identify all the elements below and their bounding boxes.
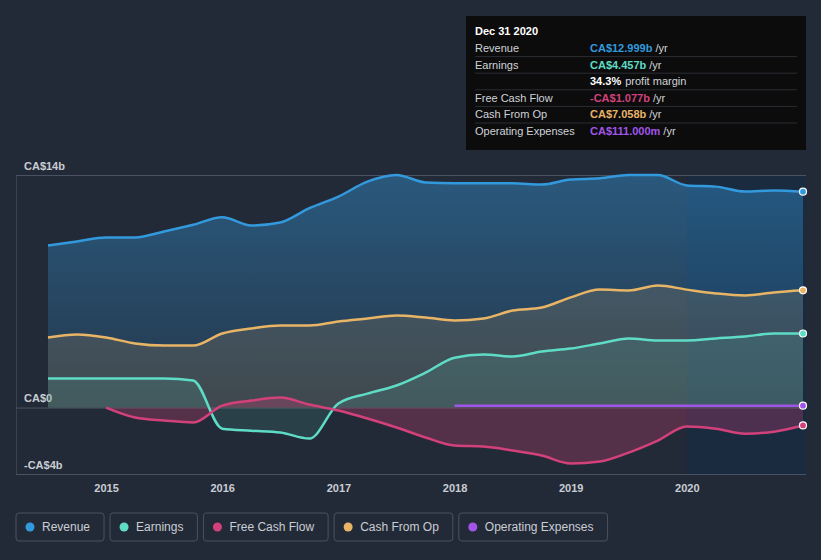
tooltip-unit: /yr — [649, 59, 662, 71]
y-tick-label: CA$0 — [24, 392, 52, 404]
tooltip-value-text: CA$7.058b — [590, 108, 647, 120]
chart: -CA$4b CA$0 CA$14b 2015 2016 2017 2018 2019 2020… — [0, 0, 821, 560]
x-tick-label: 2016 — [210, 482, 234, 494]
line — [48, 175, 803, 245]
tooltip-value-text: CA$111.000m — [590, 125, 661, 137]
legend-label: Revenue — [42, 520, 90, 534]
legend-item[interactable]: Free Cash Flow — [203, 513, 328, 541]
tooltip-separator — [475, 89, 797, 90]
tooltip-label: Earnings — [475, 59, 519, 71]
x-tick: 2019 — [559, 474, 583, 494]
grid-line — [16, 474, 806, 475]
tooltip-label: Operating Expenses — [475, 125, 575, 137]
end-marker — [800, 402, 807, 409]
tooltip-label: Cash From Op — [475, 108, 547, 120]
x-tick-label: 2015 — [94, 482, 118, 494]
line — [48, 285, 803, 345]
tooltip-label: Revenue — [475, 42, 519, 54]
tooltip-value: CA$12.999b/yr — [590, 42, 668, 54]
x-tick: 2020 — [675, 474, 699, 494]
x-tick-label: 2018 — [443, 482, 467, 494]
tooltip-value: CA$4.457b/yr — [590, 59, 662, 71]
legend-label: Cash From Op — [360, 520, 439, 534]
y-axis-line — [16, 176, 17, 475]
legend-button[interactable] — [16, 513, 104, 541]
legend-item[interactable]: Cash From Op — [334, 513, 453, 541]
line — [48, 333, 803, 438]
x-tick-label: 2019 — [559, 482, 583, 494]
tooltip: Dec 31 2020 Revenue CA$12.999b/yr Earnings C… — [466, 16, 806, 150]
line — [455, 404, 803, 407]
tooltip-value-text: CA$4.457b — [590, 59, 647, 71]
y-axis: -CA$4b CA$0 CA$14b — [16, 160, 806, 475]
x-tick: 2018 — [443, 474, 467, 494]
x-tick: 2016 — [210, 474, 234, 494]
legend-label: Free Cash Flow — [229, 520, 314, 534]
legend-item[interactable]: Operating Expenses — [459, 513, 608, 541]
tooltip-value-text: 34.3% — [590, 75, 621, 87]
legend: Revenue Earnings Free Cash Flow Cash From O… — [16, 513, 608, 541]
tooltip-value: CA$111.000m/yr — [590, 125, 676, 137]
plot-area — [48, 175, 807, 464]
y-tick: -CA$4b — [16, 459, 806, 475]
legend-swatch — [344, 523, 353, 532]
tooltip-separator — [475, 56, 797, 57]
tooltip-unit: /yr — [653, 92, 666, 104]
end-marker — [800, 188, 807, 195]
x-tick-label: 2017 — [327, 482, 351, 494]
tooltip-separator — [475, 123, 797, 124]
legend-button[interactable] — [459, 513, 608, 541]
tooltip-separator — [475, 106, 797, 107]
x-tick-label: 2020 — [675, 482, 699, 494]
legend-button[interactable] — [110, 513, 197, 541]
end-marker — [800, 422, 807, 429]
legend-swatch — [120, 523, 129, 532]
tooltip-label: profit margin — [625, 75, 686, 87]
tooltip-unit: /yr — [649, 108, 662, 120]
end-marker — [800, 330, 807, 337]
end-marker — [800, 287, 807, 294]
legend-swatch — [468, 523, 477, 532]
tooltip-label: Free Cash Flow — [475, 92, 553, 104]
legend-button[interactable] — [203, 513, 328, 541]
y-tick-label: CA$14b — [24, 160, 65, 172]
x-axis-line — [49, 474, 804, 475]
legend-button[interactable] — [334, 513, 453, 541]
legend-item[interactable]: Revenue — [16, 513, 104, 541]
area — [106, 398, 803, 464]
x-tick: 2017 — [327, 474, 351, 494]
tooltip-unit: /yr — [663, 125, 676, 137]
x-axis: 2015 2016 2017 2018 2019 2020 — [49, 474, 804, 494]
tooltip-value: -CA$1.077b/yr — [590, 92, 665, 104]
legend-swatch — [213, 523, 222, 532]
tooltip-separator — [475, 73, 797, 74]
y-tick-label: -CA$4b — [24, 459, 63, 471]
grid-line — [16, 175, 806, 176]
legend-item[interactable]: Earnings — [110, 513, 197, 541]
tooltip-unit: /yr — [655, 42, 668, 54]
tooltip-value: CA$7.058b/yr — [590, 108, 662, 120]
legend-swatch — [26, 523, 35, 532]
tooltip-note: 34.3% profit margin — [590, 75, 686, 87]
tooltip-value-text: CA$12.999b — [590, 42, 653, 54]
tooltip-bg — [466, 16, 806, 150]
y-tick: CA$14b — [16, 160, 806, 176]
tooltip-title: Dec 31 2020 — [475, 25, 538, 37]
legend-label: Earnings — [136, 520, 183, 534]
x-tick: 2015 — [94, 474, 118, 494]
legend-label: Operating Expenses — [485, 520, 594, 534]
tooltip-value-text: -CA$1.077b — [590, 92, 650, 104]
line — [106, 398, 803, 464]
